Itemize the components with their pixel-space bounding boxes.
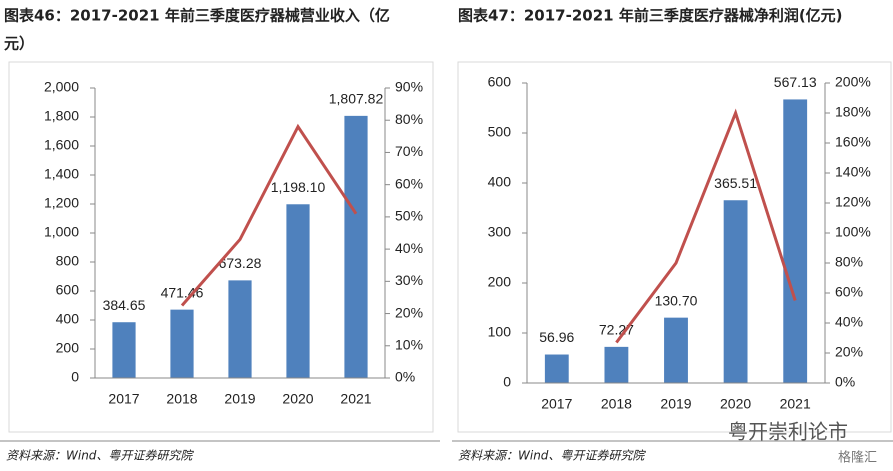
y-tick-label: 200 <box>488 274 512 290</box>
bar <box>344 115 368 379</box>
source: 资料来源：Wind、粤开证券研究院 <box>458 449 646 463</box>
y2-tick-label: 120% <box>835 194 871 210</box>
bar <box>664 317 688 383</box>
bar <box>544 354 569 383</box>
y2-tick-label: 30% <box>395 272 423 288</box>
y2-tick-label: 50% <box>395 208 423 224</box>
y-tick-label: 100 <box>488 324 512 340</box>
bar <box>604 346 629 383</box>
y-tick-label: 800 <box>56 253 80 269</box>
y-tick-label: 0 <box>71 369 79 385</box>
y2-tick-label: 60% <box>395 175 423 191</box>
x-tick-label: 2019 <box>660 396 691 412</box>
x-tick-label: 2017 <box>108 391 139 407</box>
line <box>180 123 358 307</box>
y-tick-label: 500 <box>488 124 512 140</box>
y-tick-label: 2,000 <box>44 79 79 95</box>
y2-tick-label: 80% <box>835 254 863 270</box>
value-label: 567.13 <box>774 74 817 90</box>
y2-tick-label: 0% <box>835 374 855 390</box>
y-tick-label: 1,400 <box>44 166 79 182</box>
chart-title: 元） <box>4 35 34 53</box>
value-label: 130.70 <box>655 292 698 308</box>
chart-title: 图表47：2017-2021 年前三季度医疗器械净利润(亿元) <box>458 7 843 25</box>
chart-frame <box>8 61 434 433</box>
y-tick-label: 600 <box>56 282 80 298</box>
chart-title: 图表46：2017-2021 年前三季度医疗器械营业收入（亿 <box>4 7 390 25</box>
x-tick-label: 2019 <box>224 391 255 407</box>
y2-tick-label: 100% <box>835 224 871 240</box>
chart-frame <box>457 61 892 433</box>
value-label: 1,807.82 <box>329 91 384 107</box>
x-tick-label: 2018 <box>166 391 197 407</box>
y2-tick-label: 20% <box>835 344 863 360</box>
value-label: 56.96 <box>539 329 574 345</box>
x-tick-label: 2020 <box>720 396 751 412</box>
x-tick-label: 2017 <box>541 396 572 412</box>
y-tick-label: 0 <box>503 374 511 390</box>
bar <box>170 309 194 378</box>
y2-tick-label: 60% <box>835 284 863 300</box>
x-tick-label: 2018 <box>601 396 632 412</box>
y2-tick-label: 180% <box>835 104 871 120</box>
y2-tick-label: 80% <box>395 111 423 127</box>
y2-tick-label: 40% <box>835 314 863 330</box>
y2-tick-label: 20% <box>395 304 423 320</box>
y2-tick-label: 10% <box>395 336 423 352</box>
bar <box>286 204 310 378</box>
y2-tick-label: 0% <box>395 369 415 385</box>
value-label: 1,198.10 <box>271 179 326 195</box>
y-tick-label: 400 <box>56 311 80 327</box>
line <box>615 108 797 344</box>
bar <box>112 322 136 378</box>
x-tick-label: 2021 <box>340 391 371 407</box>
y-tick-label: 1,600 <box>44 137 79 153</box>
bar <box>723 200 748 383</box>
source: 资料来源：Wind、粤开证券研究院 <box>6 449 194 463</box>
value-label: 471.46 <box>161 284 204 300</box>
y-tick-label: 1,800 <box>44 108 79 124</box>
y-tick-label: 300 <box>488 224 512 240</box>
y2-tick-label: 200% <box>835 74 871 90</box>
y-tick-label: 1,200 <box>44 195 79 211</box>
bar <box>783 99 808 383</box>
value-label: 72.27 <box>599 322 634 338</box>
watermark-logo: 格隆汇 <box>838 449 877 464</box>
y-tick-label: 1,000 <box>44 224 79 240</box>
x-tick-label: 2021 <box>780 396 811 412</box>
bar <box>228 280 252 378</box>
y2-tick-label: 140% <box>835 164 871 180</box>
x-tick-label: 2020 <box>282 391 313 407</box>
y-tick-label: 200 <box>56 340 80 356</box>
y2-tick-label: 160% <box>835 134 871 150</box>
y-tick-label: 600 <box>488 74 512 90</box>
y2-tick-label: 70% <box>395 143 423 159</box>
y2-tick-label: 40% <box>395 240 423 256</box>
y2-tick-label: 90% <box>395 79 423 95</box>
value-label: 365.51 <box>714 175 757 191</box>
watermark: 粤开崇利论市 <box>728 420 848 443</box>
y-tick-label: 400 <box>488 174 512 190</box>
value-label: 384.65 <box>103 297 146 313</box>
value-label: 673.28 <box>219 255 262 271</box>
